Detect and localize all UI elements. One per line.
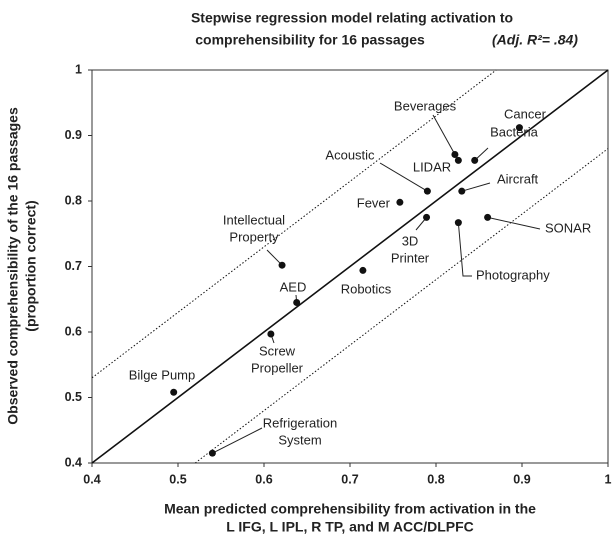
leader-line xyxy=(457,222,472,277)
x-tick-label: 1 xyxy=(605,472,612,486)
data-point xyxy=(170,388,178,396)
x-tick-label: 0.6 xyxy=(255,472,272,486)
data-point xyxy=(278,261,286,269)
point-label: Aircraft xyxy=(497,171,539,186)
y-tick-label: 1 xyxy=(75,62,82,76)
data-point xyxy=(471,156,479,164)
y-axis-label: (proportion correct) xyxy=(23,200,39,331)
x-tick-label: 0.9 xyxy=(513,472,530,486)
point-label: Printer xyxy=(391,250,430,265)
x-tick-label: 0.8 xyxy=(427,472,444,486)
point-label: SONAR xyxy=(545,220,591,235)
solid-line xyxy=(91,69,609,464)
data-point xyxy=(458,187,466,195)
dotted-line xyxy=(194,148,609,464)
leader-line xyxy=(266,249,283,266)
point-label: AED xyxy=(280,279,307,294)
x-tick-label: 0.7 xyxy=(341,472,358,486)
leader-line xyxy=(212,427,263,454)
data-point xyxy=(396,198,404,206)
chart-title: Stepwise regression model relating activ… xyxy=(191,10,513,26)
y-tick-label: 0.7 xyxy=(65,259,82,273)
point-label: LIDAR xyxy=(413,159,451,174)
y-axis-label: Observed comprehensibility of the 16 pas… xyxy=(5,107,21,425)
data-point xyxy=(484,213,492,221)
y-tick-label: 0.4 xyxy=(65,455,82,469)
point-label: Refrigeration xyxy=(263,415,337,430)
data-point xyxy=(515,124,523,132)
point-label: Cancer xyxy=(504,106,547,121)
point-label: Robotics xyxy=(341,281,392,296)
data-point xyxy=(293,299,301,307)
point-label: Property xyxy=(229,229,279,244)
point-label: Photography xyxy=(476,267,550,282)
leader-line xyxy=(461,182,491,192)
dotted-line xyxy=(91,69,497,379)
point-label: Bacteria xyxy=(490,124,538,139)
data-point xyxy=(423,213,431,221)
x-tick-label: 0.4 xyxy=(83,472,100,486)
y-tick-label: 0.5 xyxy=(65,390,82,404)
point-label: Beverages xyxy=(394,98,457,113)
point-label: Fever xyxy=(357,195,391,210)
x-axis-label: Mean predicted comprehensibility from ac… xyxy=(164,501,536,517)
leader-line xyxy=(432,114,456,155)
point-label: Bilge Pump xyxy=(129,367,195,382)
point-label: Screw xyxy=(259,343,296,358)
y-tick-label: 0.8 xyxy=(65,193,82,207)
data-point xyxy=(454,219,462,227)
data-point xyxy=(454,156,462,164)
y-tick-label: 0.9 xyxy=(65,128,82,142)
point-label: Intellectual xyxy=(223,212,285,227)
y-tick-label: 0.6 xyxy=(65,324,82,338)
data-point xyxy=(423,187,431,195)
data-point xyxy=(451,150,459,158)
point-label: 3D xyxy=(402,233,419,248)
leader-line xyxy=(379,162,428,192)
leader-line xyxy=(487,216,541,230)
point-label: System xyxy=(278,432,321,447)
chart-title: comprehensibility for 16 passages xyxy=(195,32,425,48)
x-tick-label: 0.5 xyxy=(169,472,186,486)
point-label: Acoustic xyxy=(325,147,375,162)
x-axis-label: L IFG, L IPL, R TP, and M ACC/DLPFC xyxy=(226,519,474,535)
data-point xyxy=(267,330,275,338)
point-label: Propeller xyxy=(251,360,304,375)
data-point xyxy=(359,266,367,274)
title-stat: (Adj. R²= .84) xyxy=(492,32,578,48)
data-point xyxy=(208,449,216,457)
